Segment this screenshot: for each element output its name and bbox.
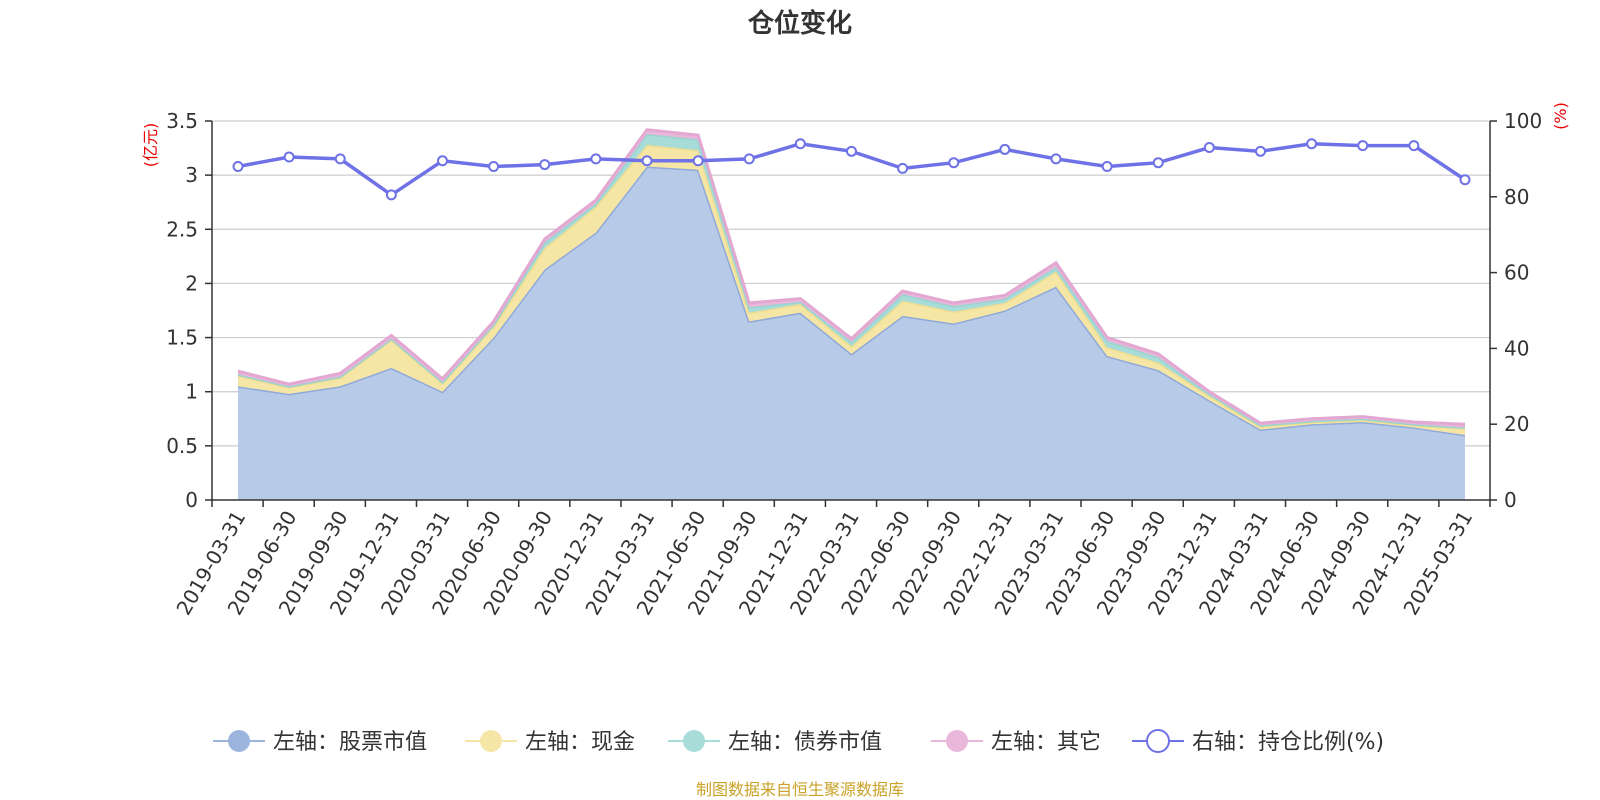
- area-series-line-3: [237, 128, 1466, 426]
- legend-item-3[interactable]: 左轴：其它: [931, 730, 1101, 755]
- area-layer: [237, 128, 1466, 501]
- ratio-point: [1255, 145, 1266, 157]
- right-tick-label: 80: [1504, 185, 1529, 209]
- legend-marker: [1146, 729, 1170, 753]
- legend-label: 左轴：债券市值: [728, 730, 882, 755]
- legend-label: 左轴：现金: [525, 730, 635, 755]
- ratio-point: [334, 153, 346, 165]
- ratio-point: [846, 145, 857, 157]
- ratio-point: [1306, 138, 1318, 150]
- ratio-point: [1152, 157, 1164, 169]
- area-series-line-2: [237, 132, 1466, 429]
- legend-item-4[interactable]: 右轴：持仓比例(%): [1132, 729, 1384, 755]
- chart-title: 仓位变化: [747, 8, 852, 39]
- legend-label: 左轴：其它: [991, 730, 1101, 755]
- ratio-point: [641, 155, 653, 167]
- legend-marker: [683, 730, 705, 752]
- ratio-point: [1357, 140, 1369, 152]
- left-tick-label: 1: [185, 380, 198, 404]
- ratio-point: [590, 153, 602, 165]
- legend-label: 右轴：持仓比例(%): [1192, 730, 1384, 755]
- ratio-point: [743, 153, 755, 165]
- left-axis-unit: (亿元): [141, 123, 160, 168]
- area-series-0: [238, 166, 1465, 501]
- ratio-point: [897, 162, 909, 174]
- ratio-point: [385, 189, 397, 201]
- source-note: 制图数据来自恒生聚源数据库: [696, 780, 904, 799]
- ratio-point: [948, 157, 960, 169]
- legend-item-2[interactable]: 左轴：债券市值: [668, 730, 882, 755]
- ratio-point: [232, 160, 244, 172]
- ratio-point: [999, 143, 1011, 155]
- left-tick-label: 1.5: [166, 326, 198, 350]
- right-tick-label: 100: [1504, 109, 1542, 133]
- ratio-point: [1408, 140, 1420, 152]
- left-tick-label: 0: [185, 488, 198, 512]
- ratio-point: [437, 155, 448, 167]
- legend-label: 左轴：股票市值: [273, 730, 427, 755]
- legend-marker: [480, 730, 502, 752]
- left-tick-label: 0.5: [166, 434, 198, 458]
- legend-item-0[interactable]: 左轴：股票市值: [213, 730, 427, 755]
- right-tick-label: 0: [1504, 488, 1517, 512]
- left-tick-label: 3.5: [166, 109, 198, 133]
- ratio-point: [1203, 142, 1215, 154]
- left-tick-label: 3: [185, 163, 198, 187]
- ratio-point: [1050, 153, 1062, 165]
- ratio-point: [794, 138, 806, 150]
- left-tick-label: 2: [185, 271, 198, 295]
- right-axis-unit: (%): [1551, 102, 1570, 130]
- legend-marker: [228, 730, 250, 752]
- legend-item-1[interactable]: 左轴：现金: [465, 730, 635, 755]
- legend-marker: [946, 730, 968, 752]
- legend: 左轴：股票市值 左轴：现金 左轴：债券市值 左轴：其它 右轴：持仓比例(%): [213, 729, 1384, 755]
- ratio-point: [1101, 160, 1113, 172]
- ratio-point: [283, 151, 295, 163]
- line-layer: [232, 138, 1471, 201]
- ratio-point: [692, 155, 704, 167]
- right-tick-label: 40: [1504, 336, 1529, 360]
- ratio-point: [488, 160, 500, 172]
- ratio-point: [539, 159, 551, 171]
- right-tick-label: 20: [1504, 412, 1529, 436]
- ratio-point: [1459, 174, 1471, 186]
- right-tick-label: 60: [1504, 261, 1529, 285]
- left-tick-label: 2.5: [166, 217, 198, 241]
